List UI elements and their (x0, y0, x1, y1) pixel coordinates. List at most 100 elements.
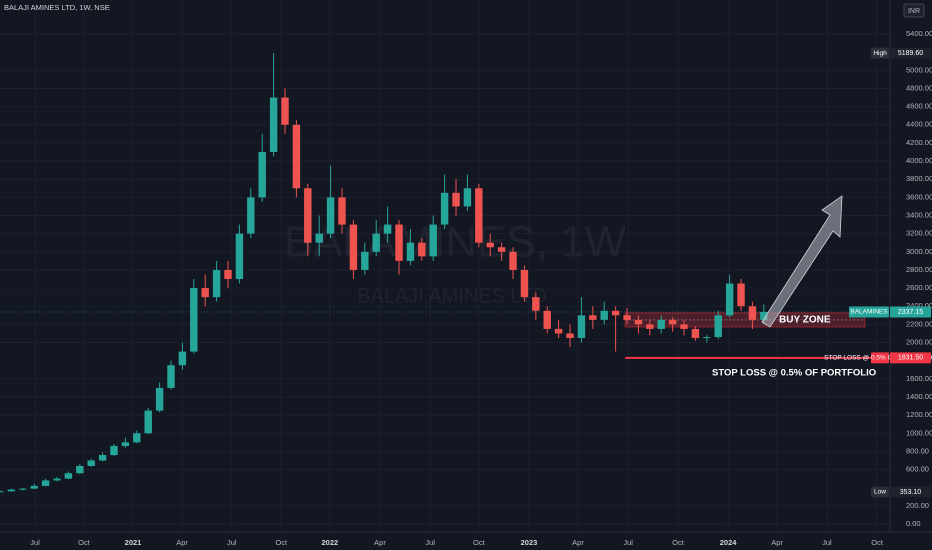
candle-body (463, 188, 472, 207)
badge-name-box (849, 306, 889, 318)
x-tick-label: Apr (374, 538, 386, 547)
candle-body (76, 465, 84, 474)
candles (0, 53, 768, 493)
chart-title: BALAJI AMINES LTD, 1W, NSE (4, 3, 110, 12)
buy-zone (624, 312, 866, 328)
x-tick-label: Oct (275, 538, 288, 547)
candle-body (623, 315, 631, 320)
candle-body (532, 297, 540, 311)
y-tick-label: 1000.00 (906, 428, 932, 437)
candle-body (41, 480, 50, 486)
stop-loss-label: STOP LOSS @ 0.5% OF PORTFOLIO (712, 367, 876, 378)
candle-body (554, 328, 563, 334)
candle-body (577, 315, 586, 339)
candle-body (235, 233, 244, 280)
y-tick-label: 3400.00 (906, 210, 932, 219)
watermark: BALAMINES, 1W (284, 218, 627, 267)
x-tick-label: Oct (473, 538, 486, 547)
overlay: BUY ZONE STOP LOSS @ 0.5% OF PORTFOLIO (0, 311, 890, 378)
candle-body (646, 324, 654, 329)
candle-body (657, 319, 665, 329)
y-tick-label: 3000.00 (906, 247, 932, 256)
currency: INR (908, 8, 920, 15)
currency-box[interactable] (903, 3, 925, 18)
candle-body (600, 310, 608, 320)
candle-body (281, 97, 289, 125)
y-tick-label: 600.00 (906, 465, 929, 474)
badge-name-box (871, 47, 889, 59)
axes: 0.00 200.00 600.00 800.00 1000.00 1200.00 1400… (30, 29, 932, 547)
candle-body (167, 365, 175, 388)
candle-body (30, 485, 38, 489)
candle-body (338, 197, 346, 225)
candle-body (292, 124, 301, 189)
candle-body (372, 233, 380, 252)
candle-body (395, 224, 403, 261)
x-tick-label: Jul (30, 538, 40, 547)
y-tick-label: 4600.00 (906, 102, 932, 111)
candle-body (121, 442, 130, 446)
candle-body (64, 473, 73, 479)
candle-body (110, 445, 118, 456)
x-tick-label: Jul (822, 538, 832, 547)
candle-body (497, 247, 506, 252)
y-tick-label: 5000.00 (906, 65, 932, 74)
last-price-badge: BALAMINES 2337.15 (849, 306, 931, 318)
y-tick-label: 0.00 (906, 519, 921, 528)
y-tick-label: 3600.00 (906, 192, 932, 201)
target-arrow (761, 195, 843, 328)
candle-body (611, 310, 620, 316)
candle-body (691, 328, 700, 339)
candle-body (201, 288, 209, 298)
y-tick-label: 2800.00 (906, 265, 932, 274)
badge-value-box (890, 306, 931, 318)
candle-body (714, 315, 722, 338)
y-tick-label: 4200.00 (906, 138, 932, 147)
candle-body (190, 288, 198, 352)
candle-body (0, 491, 4, 493)
x-tick-label: 2023 (521, 538, 538, 547)
candle-body (748, 306, 757, 320)
candle-body (668, 319, 677, 325)
candle-body (144, 410, 152, 434)
candle-body (543, 310, 551, 329)
x-tick-label: Apr (572, 538, 584, 547)
candle-body (486, 242, 494, 248)
candle-body (178, 351, 187, 366)
candle-body (212, 269, 221, 298)
y-tick-label: 800.00 (906, 446, 929, 455)
y-tick-label: 3200.00 (906, 229, 932, 238)
candle-body (247, 197, 255, 234)
candle-body (269, 97, 278, 152)
y-tick-label: 2600.00 (906, 283, 932, 292)
candle-body (98, 455, 107, 461)
candle-body (315, 233, 323, 243)
x-tick-label: Oct (871, 538, 884, 547)
candle-body (53, 478, 61, 481)
low-marker-badge: Low 353.10 (871, 486, 931, 498)
candle-body (725, 283, 734, 316)
candle-body (680, 324, 688, 329)
y-tick-label: 4000.00 (906, 156, 932, 165)
x-tick-label: Apr (176, 538, 188, 547)
badge-name: STOP LOSS @ 0.5% OF PORTFOLIO (824, 355, 932, 362)
badge-name: BALAMINES (850, 309, 888, 316)
badge-value-box (890, 486, 931, 498)
candle-body (589, 315, 597, 320)
candle-body (440, 192, 449, 225)
badge-name: High (873, 50, 887, 57)
badge-value: 1831.50 (898, 355, 923, 362)
badge-name-box (871, 486, 889, 498)
badge-value: 5189.60 (898, 50, 923, 57)
candle-body (155, 387, 164, 411)
y-tick-label: 1200.00 (906, 410, 932, 419)
y-tick-label: 1400.00 (906, 392, 932, 401)
x-tick-label: Oct (672, 538, 685, 547)
candle-body (406, 242, 415, 261)
y-tick-label: 3800.00 (906, 174, 932, 183)
high-marker-badge: High 5189.60 (871, 47, 931, 59)
badge-name-box (871, 352, 889, 364)
x-tick-label: Apr (771, 538, 783, 547)
